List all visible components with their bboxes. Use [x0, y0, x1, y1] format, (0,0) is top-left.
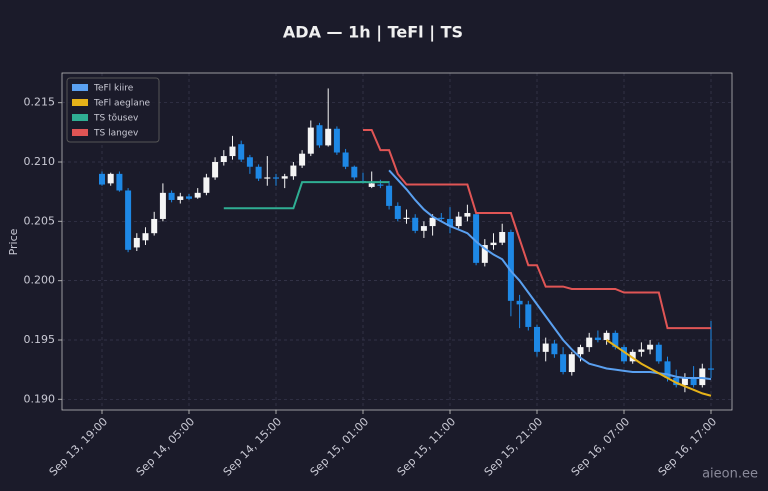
- candle-body: [142, 233, 149, 241]
- legend-swatch: [72, 99, 88, 106]
- candle-body: [464, 213, 471, 217]
- y-tick-label: 0.200: [24, 274, 56, 287]
- candle-body: [246, 157, 253, 167]
- candle-body: [647, 344, 654, 350]
- candle-body: [673, 377, 680, 386]
- legend-label: TS langev: [93, 129, 139, 139]
- legend-label: TS tõusev: [93, 114, 139, 124]
- legend-swatch: [72, 129, 88, 136]
- candle-body: [560, 354, 567, 373]
- candle-body: [168, 192, 175, 200]
- candle-body: [594, 337, 601, 340]
- indicator-line: [606, 339, 712, 397]
- candle-body: [125, 190, 132, 250]
- candle-body: [403, 217, 410, 219]
- candle-body: [116, 173, 123, 191]
- candle-body: [203, 177, 210, 193]
- candle-body: [516, 300, 523, 305]
- candle-body: [490, 242, 497, 246]
- legend-box: [66, 77, 160, 143]
- candle-body: [290, 165, 297, 177]
- candle-body: [299, 153, 306, 166]
- candle-body: [264, 177, 271, 179]
- candle-body: [386, 185, 393, 206]
- candle-body: [447, 218, 453, 227]
- candle-body: [638, 349, 645, 352]
- candle-body: [708, 368, 714, 370]
- candle-body: [429, 217, 436, 227]
- candle-body: [577, 347, 584, 355]
- y-tick-label: 0.205: [24, 214, 56, 227]
- candle-body: [325, 128, 332, 146]
- candle-body: [316, 125, 323, 146]
- candle-body: [473, 214, 480, 263]
- candle-body: [194, 192, 201, 198]
- candle-body: [212, 161, 219, 178]
- candle-body: [664, 361, 671, 378]
- y-tick-label: 0.215: [24, 96, 56, 109]
- y-tick-label: 0.190: [24, 392, 56, 405]
- candle-body: [220, 156, 227, 162]
- candle-body: [159, 192, 166, 219]
- candle-body: [568, 354, 575, 373]
- candle-body: [438, 217, 445, 219]
- candle-body: [481, 245, 488, 263]
- candle-body: [603, 332, 610, 340]
- candle-body: [151, 218, 158, 234]
- candle-body: [394, 205, 401, 219]
- candle-body: [133, 237, 140, 248]
- indicator-line: [363, 128, 711, 330]
- chart-title: ADA — 1h | TeFl | TS: [283, 23, 463, 43]
- plot-frame: [61, 72, 733, 411]
- candle-body: [586, 337, 593, 348]
- candle-body: [455, 216, 462, 227]
- candle-body: [681, 377, 688, 386]
- candle-body: [551, 343, 558, 355]
- candle-body: [273, 177, 279, 179]
- candle-body: [342, 152, 349, 167]
- y-tick-label: 0.210: [24, 155, 56, 168]
- y-tick-label: 0.195: [24, 333, 56, 346]
- watermark: aieon.ee: [702, 467, 758, 482]
- candle-body: [507, 232, 514, 301]
- candle-body: [377, 184, 384, 186]
- candle-body: [499, 232, 506, 243]
- candle-body: [612, 332, 619, 348]
- candle-body: [655, 344, 662, 362]
- candle-body: [420, 226, 427, 231]
- candle-body: [351, 166, 358, 178]
- legend-label: TeFl kiire: [93, 84, 134, 94]
- legend: TeFl kiire TeFl aeglane TS tõusev TS langev: [66, 77, 160, 143]
- legend-swatch: [72, 84, 88, 91]
- candle-body: [542, 343, 549, 352]
- candle-body: [368, 183, 375, 187]
- candle-body: [534, 326, 540, 352]
- candle-body: [99, 173, 105, 185]
- candle-body: [333, 128, 340, 153]
- legend-swatch: [72, 114, 88, 121]
- candle-body: [255, 166, 262, 179]
- candle-body: [621, 347, 627, 362]
- candle-body: [177, 196, 184, 200]
- candle-body: [525, 304, 532, 327]
- indicator-line: [223, 181, 390, 210]
- candle-body: [186, 196, 192, 199]
- candle-body: [229, 146, 236, 157]
- candle-body: [412, 217, 419, 231]
- candle-body: [690, 377, 697, 386]
- candle-body: [307, 127, 314, 154]
- candle-body: [699, 368, 706, 386]
- candle-body: [238, 144, 245, 160]
- candle-body: [281, 176, 288, 179]
- candle-body: [107, 173, 114, 184]
- y-axis-label: Price: [7, 228, 20, 255]
- legend-label: TeFl aeglane: [93, 99, 151, 109]
